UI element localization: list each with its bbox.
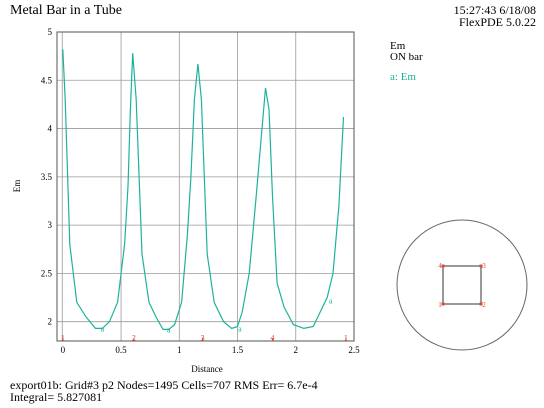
x-tick-label: 1: [177, 345, 182, 355]
x-tick-labels: 0 0.5 1 1.5 2 2.5: [61, 345, 361, 355]
bar-corner-label: 1: [438, 301, 442, 309]
y-tick-labels: 2 2.5 3 3.5 4 4.5 5: [41, 27, 53, 327]
y-tick-label: 3.5: [41, 172, 53, 182]
series-marker-label: a: [101, 324, 105, 333]
legend-title: Em: [390, 40, 406, 52]
timestamp-block: 15:27:43 6/18/08 FlexPDE 5.0.22: [454, 4, 536, 28]
series-marker-label: a: [238, 324, 242, 333]
integral-value: Integral= 5.827081: [10, 390, 103, 404]
y-tick-label: 4.5: [41, 75, 53, 85]
y-tick-label: 4: [48, 124, 53, 134]
segment-marker-label: 1: [344, 334, 348, 343]
bar-corner-dot: [441, 302, 445, 306]
tube-outline: [396, 219, 528, 351]
bar-corner-dot: [479, 264, 483, 268]
y-tick-label: 2: [48, 317, 53, 327]
y-tick-label: 2.5: [41, 268, 53, 278]
x-axis-label: Distance: [191, 364, 223, 374]
bar-corner-dot: [479, 302, 483, 306]
y-tick-label: 3: [48, 220, 53, 230]
x-tick-label: 0.5: [115, 345, 127, 355]
y-axis-label: Em: [12, 180, 22, 193]
segment-markers: 1 2 3 4 1: [61, 334, 348, 343]
series-marker-label: a: [167, 325, 171, 334]
domain-inset: 4 3 1 2: [396, 219, 528, 351]
x-tick-label: 2: [294, 345, 299, 355]
segment-marker-label: 3: [201, 334, 205, 343]
bar-corner-label: 2: [482, 301, 486, 309]
legend-entry: a: Em: [390, 71, 416, 83]
timestamp-datetime: 15:27:43 6/18/08: [453, 3, 536, 17]
plot-frame: [56, 31, 355, 342]
segment-marker-label: 1: [61, 334, 65, 343]
series-markers: a a a a: [101, 296, 333, 334]
x-tick-label: 2.5: [348, 345, 360, 355]
version-label: FlexPDE 5.0.22: [458, 15, 536, 29]
y-tick-label: 5: [48, 27, 53, 37]
bar-outline: [442, 265, 482, 305]
segment-marker-label: 4: [270, 334, 274, 343]
bar-corner-label: 4: [438, 262, 442, 270]
legend-subtitle: ON bar: [390, 51, 423, 63]
x-tick-label: 1.5: [232, 345, 244, 355]
grid-statistics: export01b: Grid#3 p2 Nodes=1495 Cells=70…: [10, 378, 318, 392]
grid-layer: [57, 31, 355, 341]
bar-corner-label: 3: [482, 262, 486, 270]
bar-corner-markers: 4 3 1 2: [438, 262, 486, 309]
plot-title: Metal Bar in a Tube: [10, 3, 122, 18]
segment-marker-label: 2: [132, 334, 136, 343]
series-line-em: [62, 49, 345, 330]
series-marker-label: a: [329, 296, 333, 305]
bar-corner-dot: [441, 264, 445, 268]
x-tick-label: 0: [61, 345, 66, 355]
